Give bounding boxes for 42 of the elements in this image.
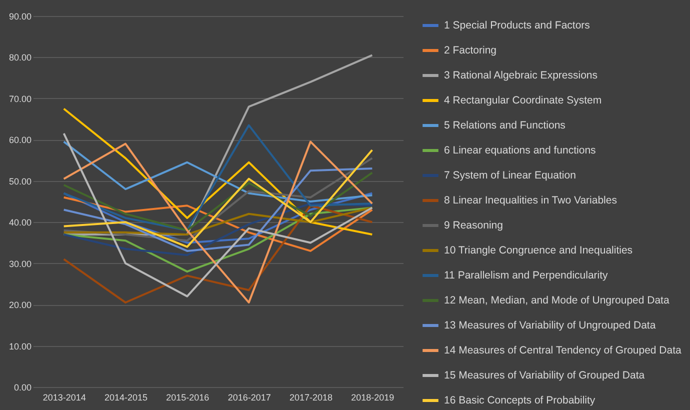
line-series (62, 192, 374, 244)
legend-label: 2 Factoring (444, 44, 497, 56)
line-series (62, 196, 374, 252)
y-tick-label: 20.00 (8, 300, 32, 310)
y-tick-label: 60.00 (8, 135, 32, 146)
legend-label: 4 Rectangular Coordinate System (444, 94, 602, 106)
y-tick-label: 90.00 (8, 12, 32, 22)
line-series (62, 172, 374, 232)
legend-label: 11 Parallelism and Perpendicularity (444, 270, 609, 282)
y-tick-label: 70.00 (8, 94, 32, 104)
y-tick-label: 40.00 (8, 218, 32, 228)
line-series (62, 204, 374, 304)
legend-label: 3 Rational Algebraic Expressions (444, 70, 598, 82)
line-series (62, 168, 374, 252)
legend-label: 13 Measures of Variability of Ungrouped Data (444, 320, 656, 332)
y-tick-label: 50.00 (8, 176, 32, 186)
legend-label: 5 Relations and Functions (444, 120, 566, 132)
line-series (62, 108, 374, 236)
x-tick-label: 2015-2016 (166, 392, 210, 402)
legend-label: 1 Special Products and Factors (444, 20, 590, 32)
line-series (62, 124, 374, 232)
legend-label: 7 System of Linear Equation (444, 170, 576, 182)
legend-label: 9 Reasoning (444, 220, 504, 232)
x-tick-label: 2017-2018 (289, 392, 333, 402)
legend-label: 16 Basic Concepts of Probability (444, 394, 596, 406)
legend-label: 10 Triangle Congruence and Inequalities (444, 244, 633, 256)
line-series (62, 202, 374, 256)
y-tick-label: 30.00 (8, 258, 32, 269)
legend-label: 8 Linear Inequalities in Two Variables (444, 194, 617, 206)
legend-label: 12 Mean, Median, and Mode of Ungrouped Data (444, 294, 670, 306)
y-tick-label: 80.00 (8, 52, 32, 63)
x-tick-label: 2018-2019 (351, 392, 394, 402)
line-series (62, 140, 374, 202)
legend-label: 6 Linear equations and functions (444, 144, 596, 156)
y-tick-label: 0.00 (14, 382, 32, 392)
legend-label: 15 Measures of Variability of Grouped Data (444, 370, 645, 382)
legend-label: 14 Measures of Central Tendency of Grouped Data (444, 344, 682, 356)
x-tick-label: 2013-2014 (42, 392, 86, 402)
x-tick-label: 2014-2015 (104, 392, 148, 402)
x-tick-label: 2016-2017 (228, 392, 271, 402)
y-tick-label: 10.00 (8, 341, 32, 352)
line-series (62, 206, 374, 236)
